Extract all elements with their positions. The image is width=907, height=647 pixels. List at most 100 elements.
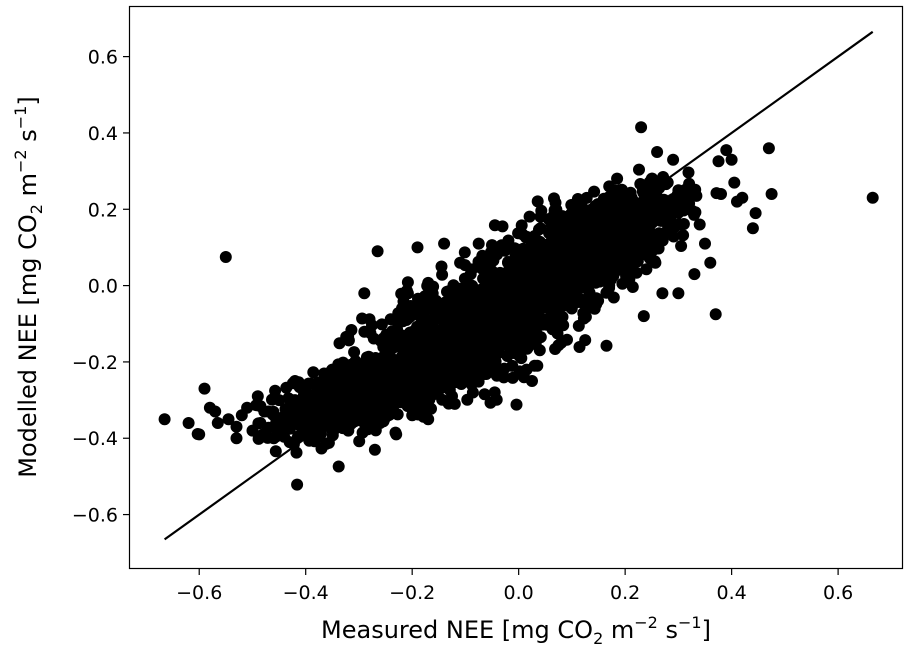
scatter-point <box>283 436 296 449</box>
scatter-point <box>587 256 600 269</box>
x-tick-label: −0.2 <box>389 582 435 604</box>
scatter-point <box>400 371 413 384</box>
scatter-point <box>528 230 541 242</box>
scatter-point <box>762 142 775 155</box>
x-axis-label-mid1: m <box>603 616 634 644</box>
scatter-point <box>688 268 701 281</box>
scatter-point <box>182 417 195 429</box>
x-tick-label: 0.2 <box>610 582 640 604</box>
scatter-point <box>603 180 616 193</box>
scatter-point <box>475 290 488 303</box>
y-axis-label-mid2: s <box>14 129 42 149</box>
scatter-point <box>530 311 543 323</box>
scatter-point <box>432 324 444 337</box>
scatter-point <box>467 345 480 358</box>
scatter-point <box>262 405 275 418</box>
scatter-point <box>516 327 529 340</box>
scatter-point <box>400 284 413 297</box>
scatter-point <box>412 292 424 305</box>
scatter-point <box>485 264 498 277</box>
scatter-point <box>491 241 504 254</box>
scatter-point <box>461 305 474 318</box>
scatter-point <box>597 230 610 242</box>
y-tick-label: 0.6 <box>88 47 118 69</box>
scatter-point <box>375 318 388 331</box>
scatter-point <box>515 352 528 365</box>
scatter-point <box>222 413 235 426</box>
scatter-point <box>693 218 706 231</box>
scatter-point <box>640 263 653 276</box>
x-axis-label-prefix: Measured NEE [mg CO <box>321 616 593 644</box>
scatter-point <box>651 146 664 158</box>
scatter-point <box>510 398 523 411</box>
scatter-point <box>603 191 616 203</box>
scatter-point <box>526 375 538 387</box>
y-tick-label: 0.0 <box>88 276 118 298</box>
scatter-point <box>310 432 323 445</box>
scatter-point <box>435 260 448 273</box>
scatter-point <box>315 442 328 455</box>
scatter-point <box>454 367 467 380</box>
scatter-point <box>720 144 733 157</box>
scatter-point <box>677 229 690 242</box>
scatter-point <box>448 317 461 330</box>
scatter-point <box>535 204 548 217</box>
scatter-point <box>254 417 267 429</box>
scatter-point <box>394 394 407 407</box>
scatter-point <box>379 336 392 349</box>
scatter-point <box>526 330 539 343</box>
scatter-point <box>626 281 639 293</box>
x-axis-ticks: −0.6 −0.4 −0.2 0.0 0.2 0.4 0.6 <box>176 568 853 604</box>
scatter-point <box>531 195 544 208</box>
y-axis-label-mid1: m <box>14 173 42 204</box>
scatter-point <box>572 225 585 238</box>
scatter-point <box>645 172 658 185</box>
scatter-point <box>600 286 613 299</box>
scatter-point <box>488 386 501 399</box>
scatter-point <box>725 153 738 166</box>
scatter-point <box>571 203 584 216</box>
plot-frame <box>128 5 904 570</box>
scatter-point <box>347 382 360 395</box>
x-tick-label: 0.0 <box>504 582 534 604</box>
scatter-point <box>269 445 282 458</box>
scatter-point <box>267 432 280 445</box>
scatter-point <box>395 329 408 342</box>
scatter-point <box>356 372 369 385</box>
scatter-point <box>573 341 586 353</box>
scatter-point <box>289 375 301 387</box>
x-axis-label-sub: 2 <box>593 629 603 647</box>
scatter-point <box>489 276 502 289</box>
scatter-point <box>411 241 424 254</box>
scatter-point <box>548 192 560 205</box>
scatter-point <box>342 334 355 347</box>
scatter-point <box>419 326 432 339</box>
scatter-point <box>523 210 536 223</box>
scatter-point <box>512 227 525 240</box>
scatter-point <box>712 155 725 168</box>
scatter-point <box>544 272 557 284</box>
scatter-point <box>374 417 387 429</box>
scatter-point <box>257 428 270 441</box>
scatter-point <box>294 409 307 422</box>
scatter-point <box>600 266 613 279</box>
scatter-point <box>455 378 468 390</box>
scatter-point <box>269 384 282 397</box>
scatter-point <box>388 340 401 353</box>
scatter-point <box>291 478 304 491</box>
scatter-point <box>193 428 206 441</box>
y-tick-label: −0.6 <box>72 505 118 527</box>
scatter-point <box>512 268 525 281</box>
y-tick-label: −0.2 <box>72 352 118 374</box>
scatter-point <box>699 237 711 250</box>
scatter-point <box>545 306 558 319</box>
scatter-point <box>519 338 532 351</box>
scatter-point <box>587 237 600 250</box>
scatter-point <box>611 172 624 185</box>
scatter-point <box>433 347 446 360</box>
scatter-point <box>367 332 380 345</box>
scatter-point <box>488 219 501 232</box>
scatter-point <box>427 302 440 315</box>
scatter-point <box>486 344 498 357</box>
